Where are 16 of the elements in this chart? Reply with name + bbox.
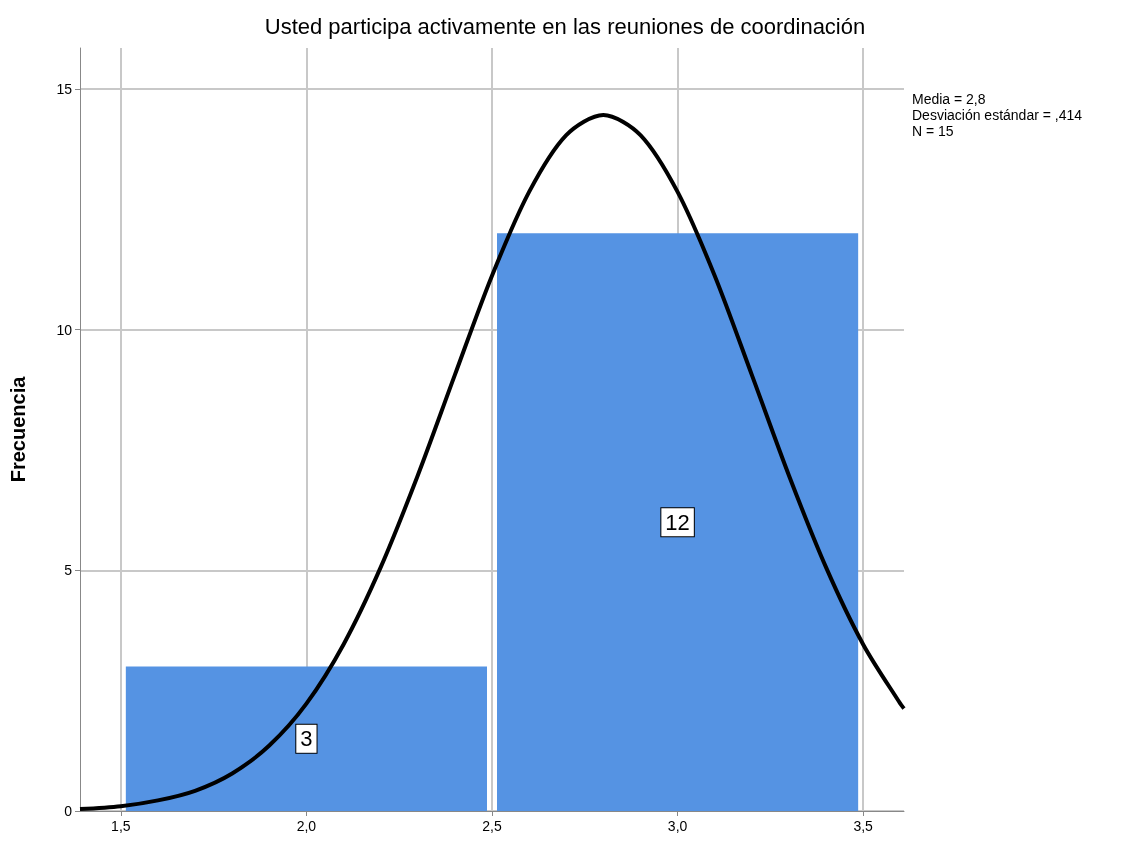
y-axis-title: Frecuencia [7,375,29,483]
text: N = 15 [912,123,954,139]
data-label: 12 [665,509,690,535]
y-tick-label: 15 [56,80,73,97]
x-tick-label: 1,5 [111,818,131,834]
x-tick-label: 3,0 [667,818,688,834]
text: Desviación estándar = ,414 [912,107,1083,123]
data-label: 3 [300,726,313,752]
x-tick-label: 3,5 [853,818,874,834]
y-tick-label: 0 [64,803,73,819]
y-tick-label: 10 [56,321,73,338]
chart-title: Usted participa activamente en las reuniones de coordinación [264,13,866,39]
y-tick-label: 5 [64,562,73,579]
text: Media = 2,8 [912,91,986,107]
x-tick-label: 2,0 [296,818,317,834]
x-tick-label: 2,5 [482,818,502,834]
